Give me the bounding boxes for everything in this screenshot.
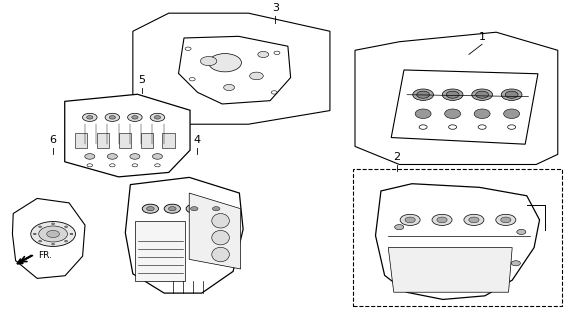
- Text: FR.: FR.: [38, 251, 51, 260]
- Bar: [119, 133, 131, 148]
- Circle shape: [168, 207, 176, 211]
- Circle shape: [501, 217, 511, 223]
- Circle shape: [250, 72, 263, 80]
- Ellipse shape: [212, 247, 230, 262]
- Polygon shape: [376, 184, 540, 300]
- Circle shape: [399, 257, 407, 262]
- Circle shape: [85, 154, 95, 159]
- Circle shape: [147, 207, 154, 211]
- Text: 1: 1: [478, 32, 485, 42]
- Circle shape: [224, 84, 235, 91]
- Circle shape: [395, 225, 404, 230]
- Circle shape: [51, 244, 55, 245]
- Circle shape: [200, 57, 217, 66]
- Polygon shape: [125, 177, 243, 293]
- Ellipse shape: [413, 89, 433, 100]
- Circle shape: [150, 113, 164, 121]
- Ellipse shape: [445, 109, 461, 118]
- Circle shape: [109, 116, 115, 119]
- Circle shape: [432, 214, 452, 226]
- Circle shape: [154, 116, 160, 119]
- Text: 3: 3: [272, 3, 279, 13]
- Ellipse shape: [212, 213, 230, 228]
- Circle shape: [65, 240, 67, 242]
- Circle shape: [258, 52, 269, 58]
- Polygon shape: [179, 36, 291, 104]
- Circle shape: [437, 217, 447, 223]
- Ellipse shape: [472, 89, 493, 100]
- Circle shape: [51, 223, 55, 225]
- Polygon shape: [189, 193, 240, 269]
- Text: 5: 5: [138, 75, 146, 85]
- Circle shape: [70, 233, 73, 235]
- Circle shape: [405, 217, 415, 223]
- Polygon shape: [65, 94, 190, 177]
- Circle shape: [39, 240, 42, 242]
- Circle shape: [164, 204, 180, 213]
- Circle shape: [47, 230, 59, 237]
- Ellipse shape: [501, 89, 522, 100]
- Ellipse shape: [504, 109, 520, 118]
- Text: 4: 4: [194, 135, 201, 146]
- Bar: [163, 133, 175, 148]
- Circle shape: [447, 91, 459, 98]
- Circle shape: [469, 217, 479, 223]
- Circle shape: [511, 261, 520, 266]
- Polygon shape: [391, 70, 538, 144]
- Circle shape: [105, 113, 119, 121]
- Circle shape: [39, 226, 42, 228]
- Circle shape: [31, 221, 75, 246]
- Circle shape: [128, 113, 142, 121]
- Circle shape: [130, 154, 140, 159]
- Circle shape: [65, 226, 67, 228]
- Circle shape: [417, 91, 429, 98]
- Circle shape: [517, 229, 526, 235]
- Polygon shape: [13, 198, 85, 278]
- Text: 6: 6: [50, 135, 57, 146]
- Circle shape: [496, 214, 516, 226]
- Ellipse shape: [474, 109, 490, 118]
- Circle shape: [87, 116, 93, 119]
- Circle shape: [152, 154, 163, 159]
- Ellipse shape: [443, 89, 463, 100]
- Polygon shape: [388, 248, 512, 292]
- Circle shape: [191, 207, 198, 211]
- Circle shape: [39, 226, 67, 242]
- Ellipse shape: [415, 109, 431, 118]
- Circle shape: [83, 113, 97, 121]
- Circle shape: [464, 214, 484, 226]
- Circle shape: [208, 53, 242, 72]
- Circle shape: [33, 233, 36, 235]
- Bar: [140, 133, 153, 148]
- Polygon shape: [135, 221, 186, 281]
- Ellipse shape: [212, 230, 230, 245]
- Circle shape: [142, 204, 159, 213]
- Bar: [75, 133, 87, 148]
- Circle shape: [132, 116, 138, 119]
- Circle shape: [208, 204, 224, 213]
- Bar: [96, 133, 109, 148]
- Circle shape: [212, 207, 220, 211]
- Circle shape: [107, 154, 118, 159]
- Circle shape: [186, 204, 202, 213]
- Circle shape: [505, 91, 518, 98]
- Circle shape: [476, 91, 489, 98]
- Text: 2: 2: [393, 152, 400, 162]
- Circle shape: [400, 214, 420, 226]
